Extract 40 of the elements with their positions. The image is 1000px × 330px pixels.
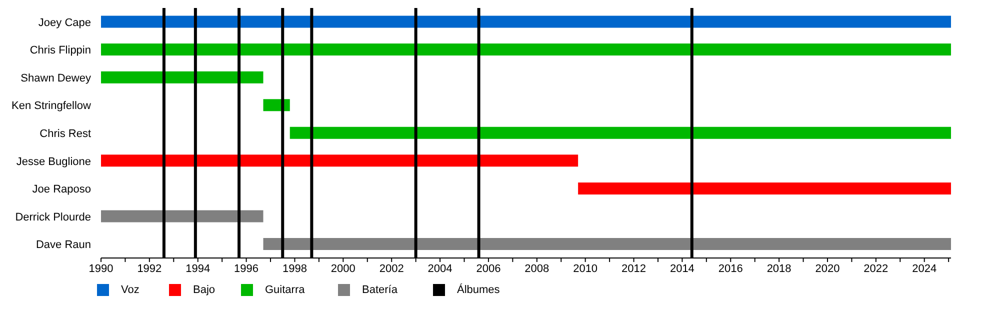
x-tick-label: 1994	[186, 262, 210, 275]
y-tick-label: Chris Rest	[40, 128, 91, 140]
bar	[101, 44, 951, 56]
x-tick-label: 1996	[234, 262, 259, 275]
x-tick-label: 2000	[330, 262, 356, 275]
x-tick-label: 2022	[864, 262, 888, 275]
x-tick-label: 2012	[622, 262, 646, 275]
legend-label: Guitarra	[265, 284, 305, 296]
y-tick-label: Ken Stringfellow	[12, 100, 92, 112]
x-tick-label: 2002	[379, 262, 404, 275]
y-tick-label: Derrick Plourde	[15, 211, 91, 224]
y-tick-label: Joe Raposo	[32, 184, 91, 196]
x-tick-label: 2006	[476, 262, 501, 275]
x-tick-label: 2008	[524, 262, 550, 275]
x-tick-label: 2020	[815, 262, 840, 275]
bar	[290, 126, 951, 139]
bar	[101, 210, 264, 222]
y-tick-label: Dave Raun	[36, 239, 91, 252]
x-tick-label: 2016	[718, 262, 743, 275]
legend-label: Voz	[121, 284, 140, 296]
x-tick-label: 1990	[88, 262, 114, 275]
bar	[578, 182, 951, 194]
y-tick-label: Joey Cape	[38, 16, 91, 29]
x-tick-label: 2004	[428, 262, 452, 275]
x-tick-label: 2014	[670, 262, 694, 275]
y-tick-label: Shawn Dewey	[20, 72, 92, 84]
x-tick-label: 1992	[137, 262, 162, 275]
x-tick-label: 2010	[573, 262, 598, 275]
bar	[263, 238, 951, 250]
legend-label: Álbumes	[457, 284, 500, 296]
bar	[101, 16, 951, 28]
x-tick-label: 2018	[766, 262, 792, 275]
legend-label: Batería	[362, 284, 398, 296]
bar	[101, 154, 578, 167]
x-tick-label: 2024	[912, 262, 937, 275]
legend-label: Bajo	[193, 284, 216, 296]
y-tick-label: Chris Flippin	[30, 44, 91, 57]
y-tick-label: Jesse Buglione	[16, 156, 91, 168]
x-tick-label: 1998	[282, 262, 307, 275]
bar	[101, 71, 264, 84]
